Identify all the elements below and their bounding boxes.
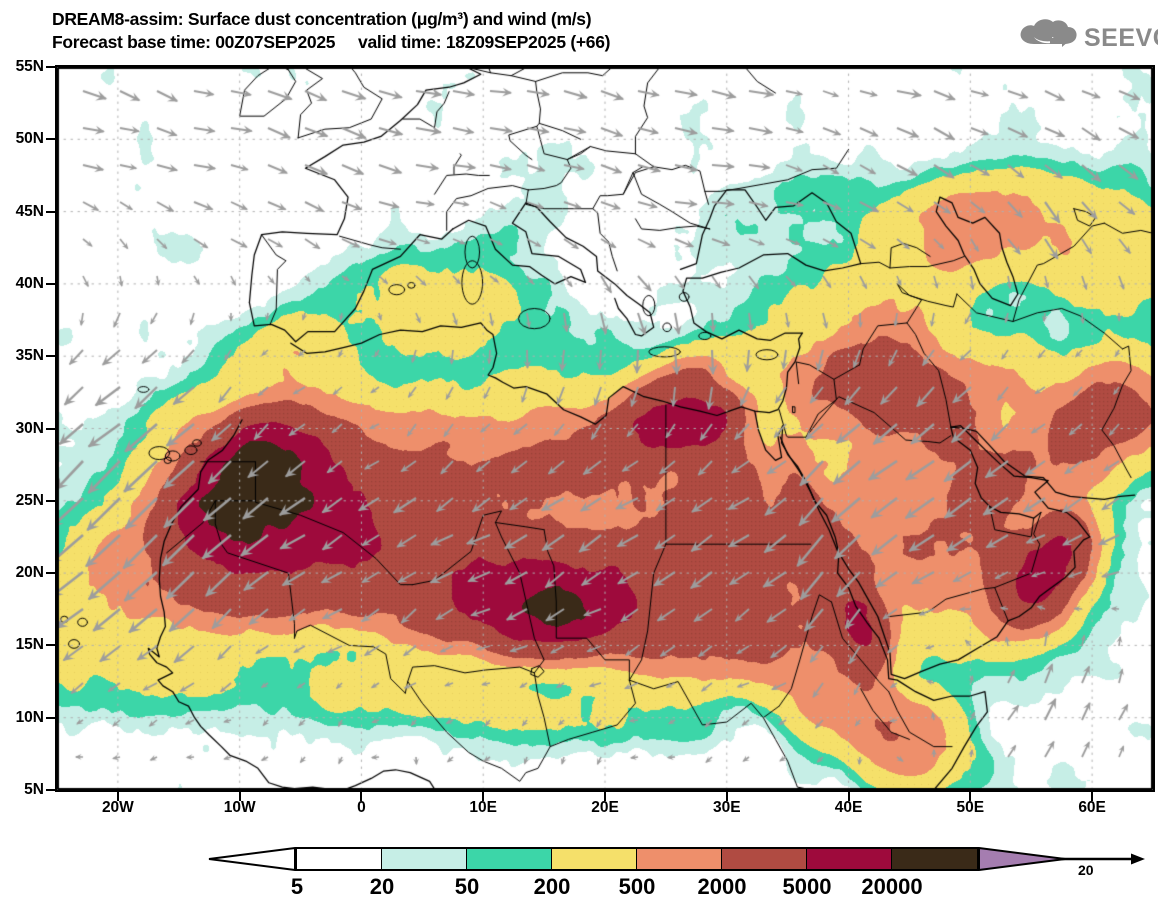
colorbar-tick-label: 20 [369,874,395,899]
x-axis-tick [238,792,241,801]
x-axis-label: 40E [834,799,863,816]
page-title: DREAM8-assim: Surface dust concentration… [52,9,592,29]
x-axis-tick [604,792,606,801]
y-axis-label: 20N [15,564,44,582]
y-axis-label: 25N [15,491,44,509]
colorbar-tick-label: 5 [290,874,304,899]
y-axis-label: 10N [15,708,44,726]
x-axis-label: 30E [712,799,741,816]
seevccc-logo: SEEVCCC [1012,14,1158,54]
forecast-time-subtitle: Forecast base time: 00Z07SEP2025 valid t… [52,32,611,52]
colorbar-tick-label: 20000 [861,874,923,899]
x-axis-tick [969,792,972,801]
x-axis-tick [482,792,485,801]
colorbar-tick-label: 5000 [782,874,832,899]
x-axis-tick [1091,792,1094,801]
y-axis-tick [46,66,55,68]
y-axis-label: 35N [15,347,44,365]
y-axis-tick [46,499,55,502]
y-axis-label: 55N [15,58,44,75]
colorbar-band [297,849,382,869]
colorbar-band [467,849,552,869]
colorbar-band [807,849,892,869]
x-axis-label: 60E [1078,799,1106,816]
colorbar-band [382,849,467,869]
colorbar-band [637,849,722,869]
cloud-arrow-icon: SEEVCCC [1020,19,1158,52]
x-axis-tick [725,792,728,801]
colorbar-band [552,849,637,869]
x-axis-tick [847,792,850,801]
colorbar-under-arrow [208,847,296,871]
y-axis-label: 40N [15,274,44,292]
x-axis-tick [360,792,363,801]
colorbar-tick-label: 200 [533,874,571,899]
x-axis-tick [116,792,119,801]
colorbar-band [892,849,977,869]
y-axis-tick [46,210,55,213]
y-axis-label: 15N [15,636,44,654]
dust-concentration-field [57,67,1153,790]
colorbar-bands [295,847,979,871]
y-axis-tick [46,355,55,358]
y-axis-label: 5N [24,781,44,798]
y-axis-tick [46,644,55,647]
y-axis-tick [46,716,55,719]
x-axis-label: 20E [591,799,619,816]
x-axis-label: 10W [223,799,256,816]
colorbar-tick-label: 500 [618,874,656,899]
y-axis-label: 45N [15,202,44,220]
wind-scale-label: 20 [1078,862,1094,878]
colorbar-tick-label: 2000 [697,874,747,899]
colorbar-band [722,849,807,869]
y-axis-label: 50N [15,130,44,148]
y-axis-tick [46,282,55,285]
y-axis-tick [46,138,55,141]
forecast-map [55,65,1155,792]
x-axis-label: 20W [101,799,134,816]
svg-text:SEEVCCC: SEEVCCC [1084,24,1158,52]
y-axis-label: 30N [15,419,44,437]
y-axis-tick [46,427,55,430]
x-axis-label: 50E [956,799,985,816]
wind-scale-arrow [1060,853,1145,865]
y-axis-tick [46,789,55,791]
header: DREAM8-assim: Surface dust concentration… [0,0,1165,62]
x-axis-label: 10E [469,799,498,816]
x-axis-label: 0 [357,799,366,816]
colorbar-over-arrow [978,847,1066,871]
y-axis-tick [46,572,55,575]
colorbar-tick-label: 50 [454,874,480,899]
